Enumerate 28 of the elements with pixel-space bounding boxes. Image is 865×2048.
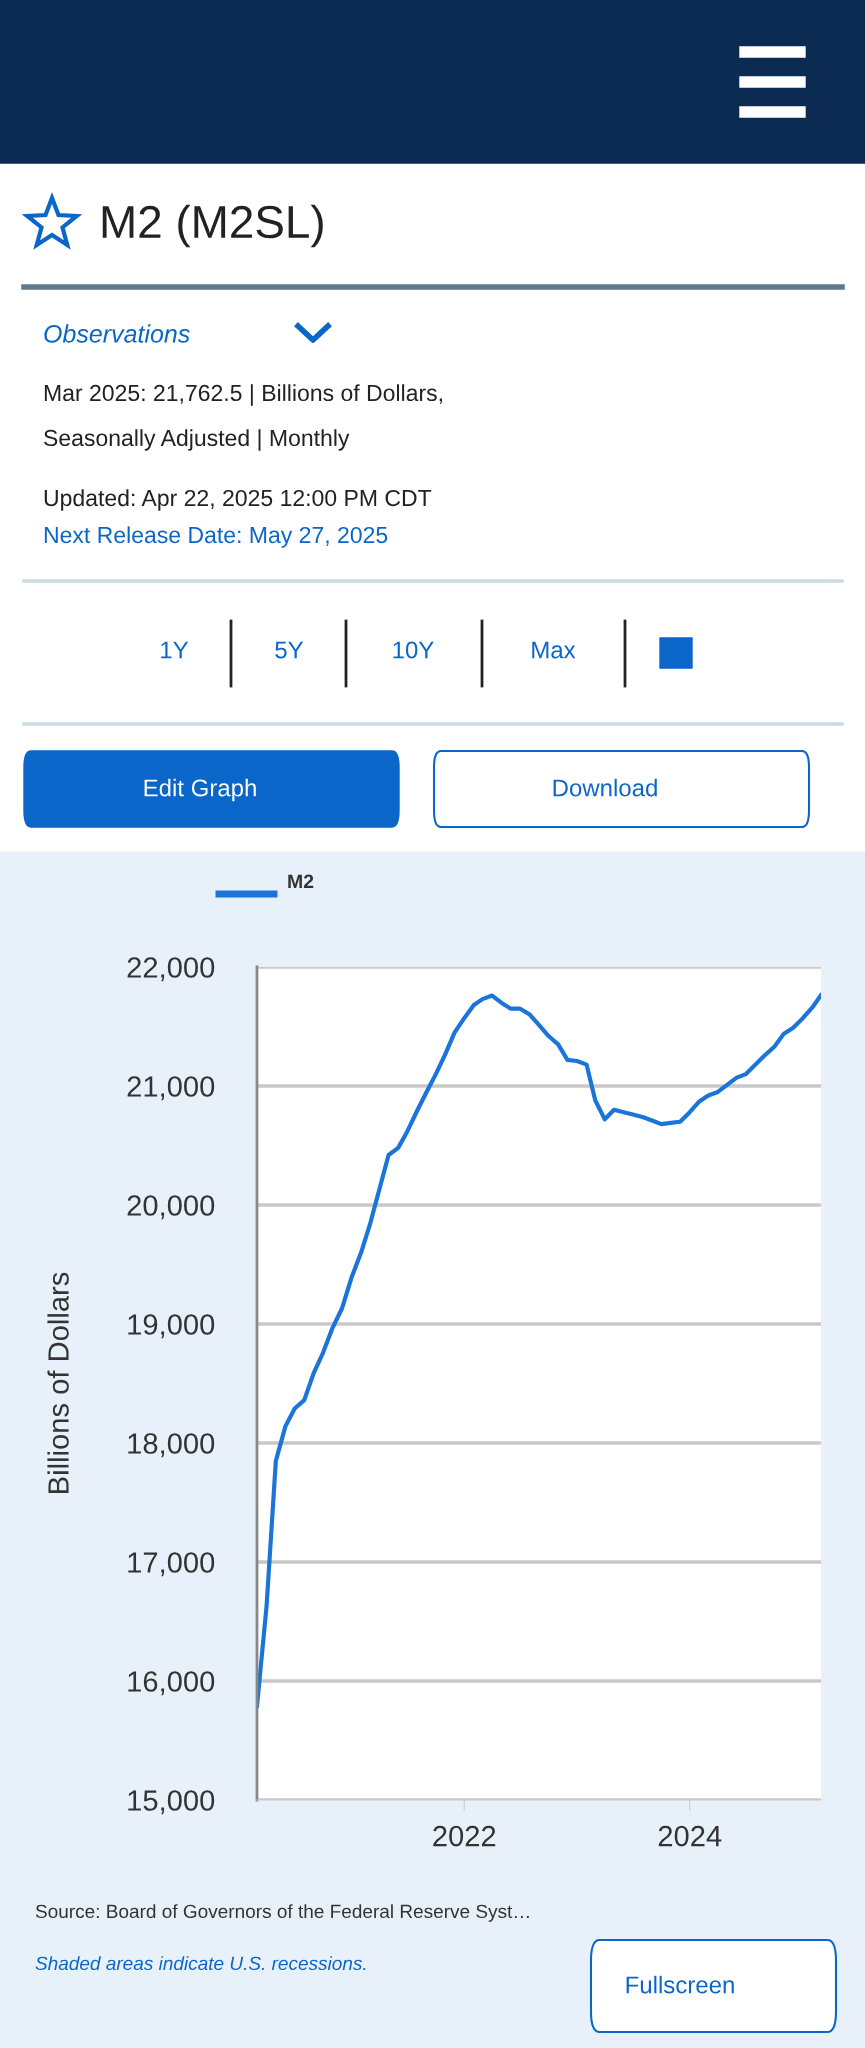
legend-label: M2: [288, 874, 314, 889]
text: Edit Graph: [144, 778, 256, 802]
text: Download: [553, 778, 657, 797]
text: Seasonally Adjusted | Monthly: [44, 429, 350, 451]
text: Fullscreen: [626, 1975, 734, 1994]
text: Updated: Apr 22, 2025 12:00 PM CDT: [44, 489, 432, 511]
chart-title: M2 (M2SL): [102, 204, 323, 248]
y-tick-label: 22,000: [127, 957, 215, 982]
line-series: [257, 993, 821, 1709]
text: 5Y: [275, 641, 304, 659]
y-tick-label: 16,000: [128, 1671, 215, 1696]
y-axis-title: Billions of Dollars: [47, 1272, 69, 1493]
text: Next Release Date: May 27, 2025: [44, 526, 388, 548]
y-tick-label: 20,000: [127, 1195, 215, 1220]
x-tick-label: 2024: [658, 1825, 722, 1847]
text: Shaded areas indicate U.S. recessions.: [35, 1956, 366, 1971]
y-tick-label: 19,000: [128, 1314, 215, 1339]
y-tick-label: 15,000: [128, 1790, 215, 1815]
y-tick-label: 21,000: [127, 1076, 215, 1101]
x-tick-label: 2022: [433, 1825, 496, 1847]
text: Observations: [44, 324, 190, 343]
text: Mar 2025: 21,762.5 | Billions of Dollars,: [44, 384, 442, 406]
text: Max: [532, 641, 576, 659]
y-tick-label: 18,000: [128, 1433, 215, 1458]
text: 1Y: [161, 641, 189, 659]
y-tick-label: 17,000: [128, 1552, 215, 1577]
text: 10Y: [393, 641, 434, 659]
source-note: Source: Board of Governors of the Federal Reserve Syst…: [35, 1904, 529, 1922]
